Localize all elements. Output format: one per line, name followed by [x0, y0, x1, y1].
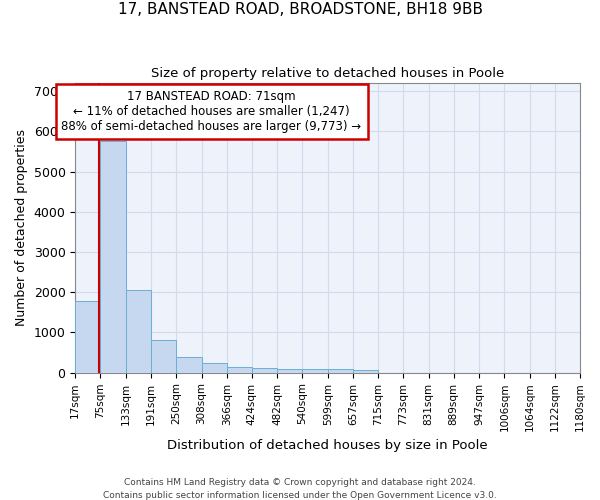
Bar — [277, 370, 302, 372]
Bar — [202, 364, 227, 372]
Y-axis label: Number of detached properties: Number of detached properties — [15, 130, 28, 326]
Bar — [75, 301, 100, 372]
Text: Contains HM Land Registry data © Crown copyright and database right 2024.
Contai: Contains HM Land Registry data © Crown c… — [103, 478, 497, 500]
Bar — [100, 142, 125, 372]
Title: Size of property relative to detached houses in Poole: Size of property relative to detached ho… — [151, 68, 504, 80]
Bar — [302, 369, 328, 372]
Bar — [328, 370, 353, 372]
Text: 17 BANSTEAD ROAD: 71sqm
← 11% of detached houses are smaller (1,247)
88% of semi: 17 BANSTEAD ROAD: 71sqm ← 11% of detache… — [61, 90, 362, 134]
Bar — [252, 368, 277, 372]
Bar — [125, 290, 151, 372]
X-axis label: Distribution of detached houses by size in Poole: Distribution of detached houses by size … — [167, 440, 488, 452]
Bar — [227, 368, 252, 372]
Bar — [176, 358, 202, 372]
Bar — [353, 370, 378, 372]
Bar — [151, 340, 176, 372]
Text: 17, BANSTEAD ROAD, BROADSTONE, BH18 9BB: 17, BANSTEAD ROAD, BROADSTONE, BH18 9BB — [118, 2, 482, 18]
